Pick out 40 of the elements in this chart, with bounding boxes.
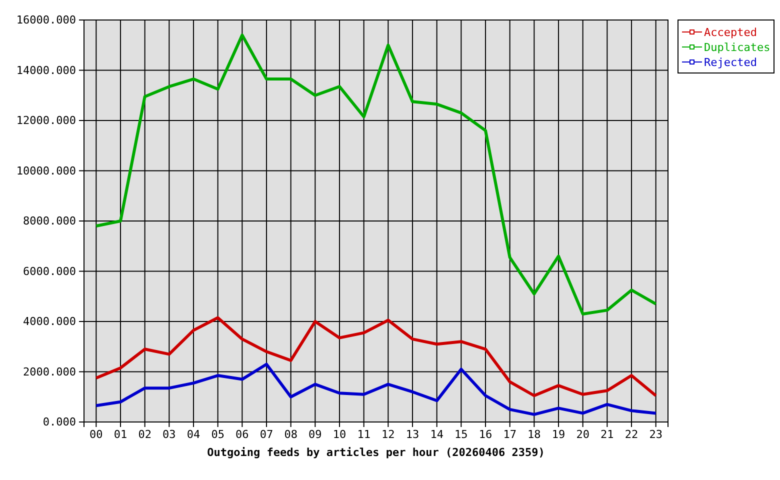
- x-tick-label: 12: [382, 428, 395, 441]
- x-tick-label: 19: [552, 428, 566, 441]
- x-tick-label: 10: [332, 428, 346, 441]
- x-tick-label: 15: [454, 428, 468, 441]
- legend-label: Accepted: [704, 26, 757, 39]
- line-series: [94, 362, 658, 416]
- x-tick-label: 20: [576, 428, 590, 441]
- y-tick-label: 6000.000: [23, 264, 76, 278]
- y-tick-label: 4000.000: [23, 315, 76, 328]
- y-tick-label: 16000.000: [16, 14, 76, 27]
- x-axis-title: Outgoing feeds by articles per hour (20260406 2359): [207, 446, 545, 459]
- x-tick-label: 00: [90, 428, 103, 441]
- x-tick-label: 22: [624, 428, 638, 441]
- x-tick-label: 18: [528, 428, 541, 441]
- x-tick-label: 03: [162, 428, 176, 441]
- x-tick-label: 04: [186, 428, 200, 441]
- legend-label: Rejected: [704, 56, 757, 69]
- line-series: [94, 316, 658, 398]
- x-tick-label: 17: [503, 428, 516, 441]
- x-tick-label: 06: [236, 428, 249, 441]
- x-tick-label: 02: [138, 428, 152, 441]
- x-tick-label: 07: [260, 428, 274, 441]
- y-tick-label: 8000.000: [23, 214, 76, 228]
- x-tick-label: 09: [308, 428, 322, 441]
- y-tick-label: 10000.000: [16, 164, 76, 178]
- line-series: [94, 34, 658, 316]
- legend-label: Duplicates: [704, 41, 770, 54]
- x-tick-label: 01: [114, 428, 128, 441]
- x-tick-label: 11: [357, 428, 370, 441]
- x-tick-label: 23: [649, 428, 662, 441]
- x-tick-label: 05: [211, 428, 224, 441]
- y-tick-label: 14000.000: [16, 64, 76, 77]
- y-tick-label: 12000.000: [16, 114, 76, 128]
- x-tick-label: 13: [406, 428, 420, 441]
- x-tick-label: 08: [284, 428, 298, 441]
- y-tick-label: 2000.000: [23, 365, 76, 378]
- x-tick-label: 16: [478, 428, 492, 441]
- y-tick-label: 0.000: [42, 416, 76, 429]
- x-tick-label: 14: [430, 428, 444, 441]
- x-tick-label: 21: [600, 428, 614, 441]
